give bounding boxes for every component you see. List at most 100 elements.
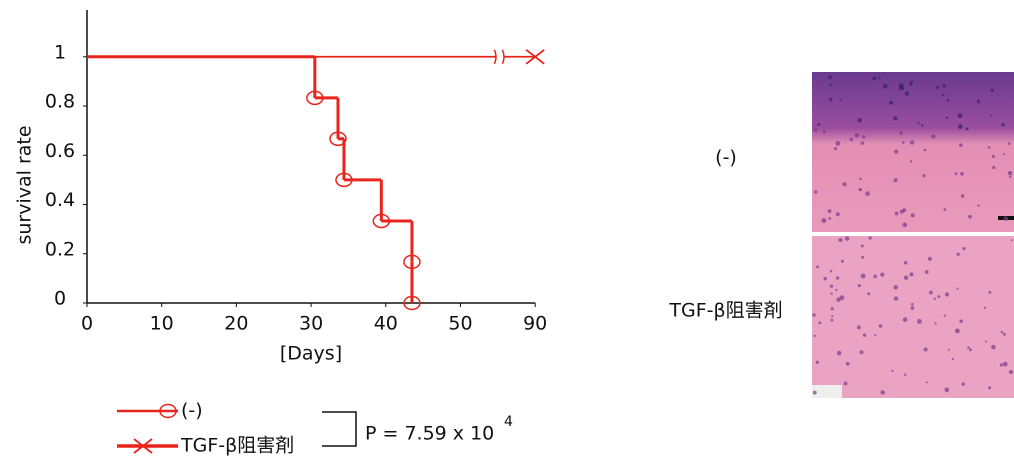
- y-tick-label: 0: [54, 288, 66, 310]
- cell: [838, 238, 842, 242]
- cell: [889, 101, 893, 105]
- cell: [872, 77, 876, 81]
- cell: [952, 358, 954, 360]
- cell: [1000, 363, 1003, 366]
- cell: [857, 118, 861, 122]
- x-axis-label: [Days]: [280, 343, 342, 365]
- cell: [917, 319, 922, 324]
- cell: [942, 84, 945, 87]
- y-tick-label: 0.4: [45, 189, 75, 211]
- bracket: [322, 412, 356, 446]
- cell: [863, 334, 866, 337]
- cell: [1003, 362, 1008, 367]
- cell: [944, 387, 949, 392]
- cell: [924, 149, 927, 152]
- cell: [965, 127, 968, 130]
- x-tick-label: 90: [523, 313, 547, 335]
- cell: [958, 113, 963, 118]
- cell: [821, 218, 826, 223]
- cell: [960, 172, 964, 176]
- cell: [823, 130, 826, 133]
- cell: [829, 98, 832, 101]
- cell: [846, 362, 850, 366]
- x-tick-label: 40: [374, 313, 398, 335]
- cell: [828, 75, 832, 79]
- x-tick-label: 0: [81, 313, 93, 335]
- cell: [899, 83, 904, 88]
- cell: [862, 135, 866, 139]
- cell: [883, 84, 888, 89]
- y-tick-label: 1: [54, 41, 66, 63]
- cell: [956, 253, 959, 256]
- cell: [977, 204, 979, 206]
- cell: [858, 284, 861, 287]
- cell: [860, 350, 864, 354]
- cell: [1008, 171, 1012, 175]
- cell: [992, 166, 995, 169]
- cell: [1011, 239, 1013, 241]
- cell: [1009, 176, 1011, 178]
- cell: [905, 91, 909, 95]
- cell: [893, 285, 897, 289]
- cell: [835, 141, 840, 146]
- cell: [967, 346, 970, 349]
- cell: [904, 261, 907, 264]
- cell: [1003, 333, 1006, 336]
- p-exponent: 4: [504, 414, 513, 430]
- cell: [917, 122, 919, 124]
- cell: [921, 124, 923, 126]
- cell: [895, 212, 899, 216]
- cell: [903, 317, 908, 322]
- cell: [812, 313, 815, 316]
- legend-label: (-): [181, 400, 203, 422]
- y-axis-label: survival rate: [14, 125, 36, 244]
- cell: [828, 209, 832, 213]
- cell: [844, 381, 848, 385]
- cell: [969, 348, 972, 351]
- cell: [947, 99, 950, 102]
- cell: [831, 319, 834, 322]
- cell: [814, 335, 816, 337]
- cell: [867, 292, 870, 295]
- cell: [910, 140, 915, 145]
- cell: [894, 178, 898, 182]
- cell: [859, 178, 861, 180]
- cell: [873, 275, 877, 279]
- cell: [1001, 123, 1004, 126]
- cell: [991, 89, 994, 92]
- cell: [959, 143, 963, 147]
- legend-label: TGF-β阻害剤: [180, 435, 294, 457]
- cell: [911, 306, 915, 310]
- cell: [984, 307, 986, 309]
- cell: [845, 236, 850, 241]
- cell: [962, 382, 965, 385]
- cell: [817, 123, 820, 126]
- cell: [878, 77, 880, 79]
- cell: [828, 217, 831, 220]
- page: survival rate [Days] (-) TGF-β阻害剤 P = 7.…: [0, 0, 1014, 463]
- cell: [834, 147, 837, 150]
- cell: [841, 260, 844, 263]
- cell: [894, 296, 898, 300]
- cell: [909, 82, 912, 85]
- cell: [935, 322, 937, 324]
- cell: [904, 374, 906, 376]
- cell: [961, 194, 965, 198]
- cell: [988, 386, 991, 389]
- cell: [968, 215, 972, 219]
- cell: [861, 256, 864, 259]
- cell: [924, 347, 928, 351]
- cell: [925, 270, 929, 274]
- cell: [977, 100, 980, 103]
- x-tick-label: 10: [150, 313, 174, 335]
- cell: [874, 334, 876, 336]
- cell: [926, 381, 928, 383]
- cell: [937, 295, 940, 298]
- cell: [1003, 216, 1008, 221]
- cell: [990, 114, 992, 116]
- cell: [899, 131, 903, 135]
- cell: [943, 208, 946, 211]
- p-value: P = 7.59 x 10: [365, 423, 494, 445]
- cell: [836, 276, 839, 279]
- cell: [909, 272, 913, 276]
